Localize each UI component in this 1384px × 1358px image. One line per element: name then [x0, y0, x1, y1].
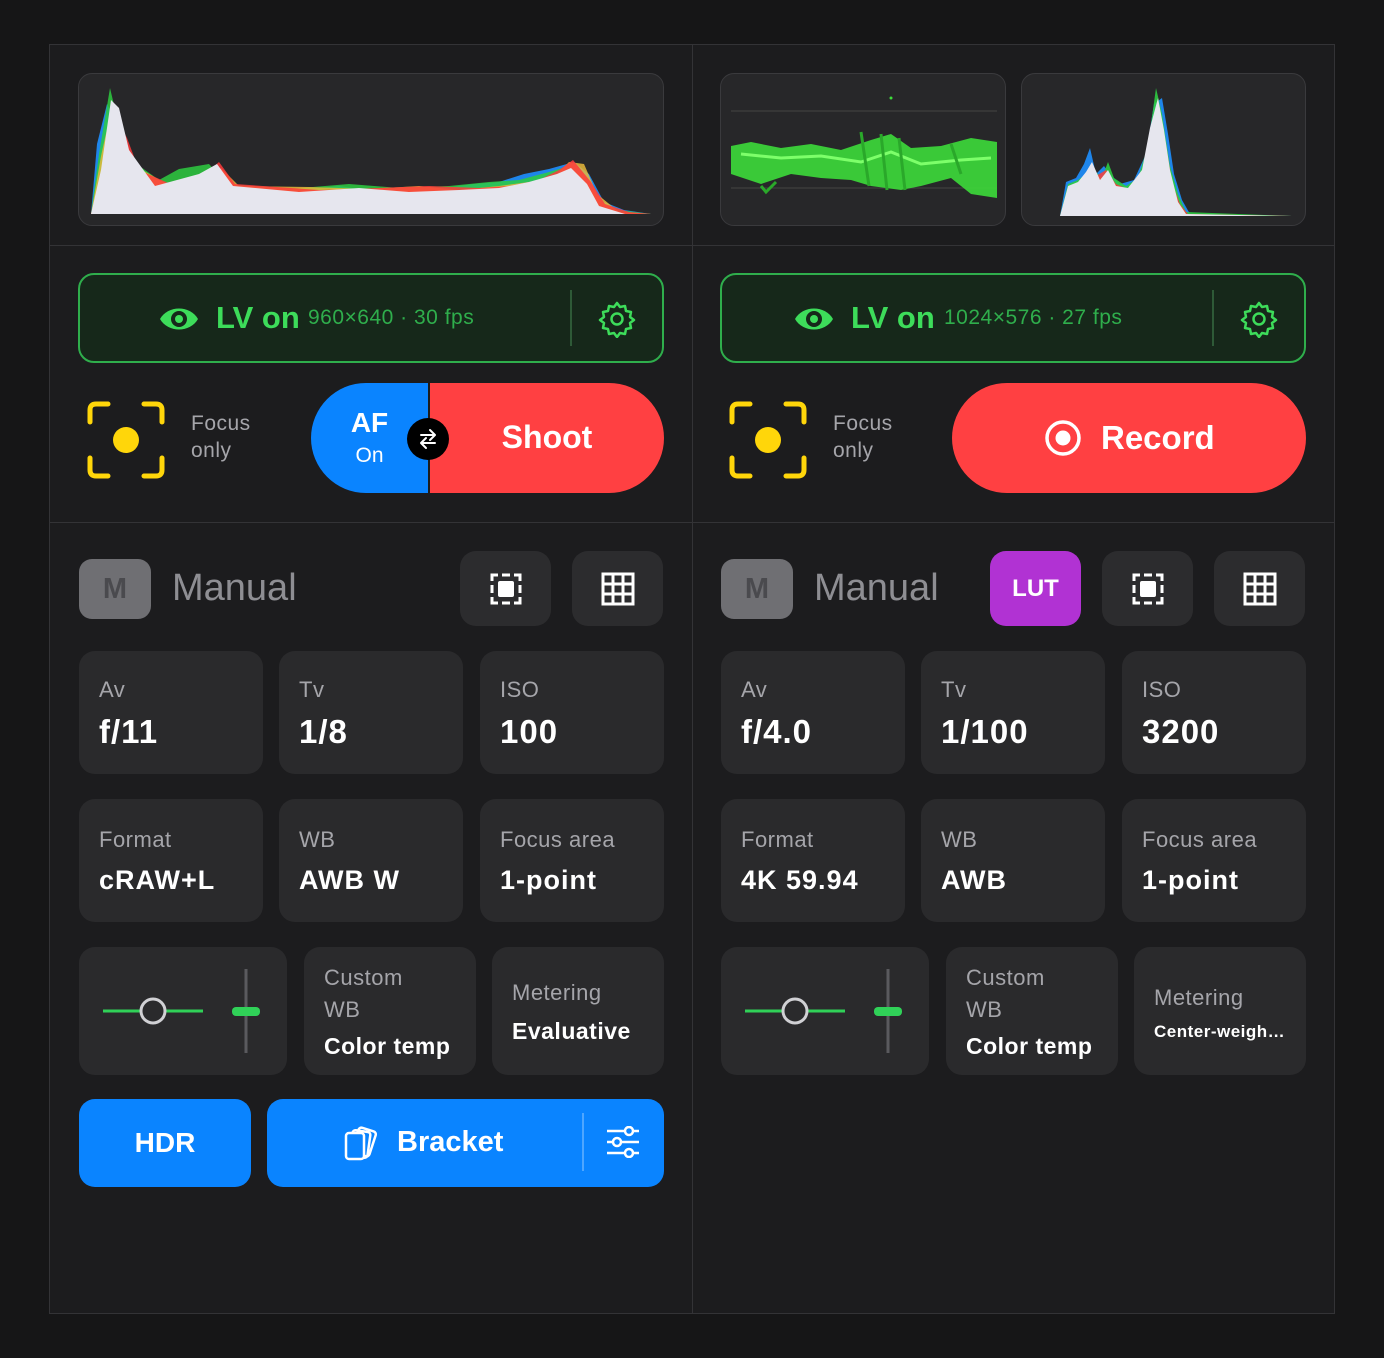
white-balance-card[interactable]: WB AWB [921, 799, 1105, 922]
iso-card[interactable]: ISO 3200 [1122, 651, 1306, 774]
shutter-card[interactable]: Tv 1/100 [921, 651, 1105, 774]
metering-card[interactable]: Metering Center-weigh… [1134, 947, 1306, 1075]
focus-frame-icon[interactable] [86, 400, 166, 480]
grid-icon [601, 572, 635, 606]
aperture-card[interactable]: Av f/11 [79, 651, 263, 774]
level-sliders-card[interactable] [721, 947, 929, 1075]
focus-only-label: Focus only [833, 412, 893, 462]
focus-box-button[interactable] [1102, 551, 1193, 626]
mode-title: Manual [172, 567, 297, 609]
lv-label: LV on [851, 300, 935, 335]
eye-icon [795, 308, 833, 330]
bracket-button[interactable]: Bracket [267, 1099, 664, 1187]
focus-only-label: Focus only [191, 412, 251, 462]
hdr-button[interactable]: HDR [79, 1099, 251, 1187]
lv-label: LV on [216, 300, 300, 335]
format-card[interactable]: Format 4K 59.94 [721, 799, 905, 922]
eye-icon [160, 308, 198, 330]
lv-separator [570, 290, 572, 346]
focus-frame-icon[interactable] [728, 400, 808, 480]
lv-separator [1212, 290, 1214, 346]
section-divider [50, 245, 1334, 246]
gear-icon[interactable] [598, 300, 636, 338]
af-state: On [355, 444, 384, 467]
waveform-monitor [720, 73, 1006, 226]
video-panel: LV on 1024×576 · 27 fps Focus only Recor… [692, 44, 1334, 1314]
white-balance-card[interactable]: WB AWB W [279, 799, 463, 922]
custom-wb-card[interactable]: Custom WB Color temp [946, 947, 1118, 1075]
record-label: Record [1101, 419, 1215, 456]
lut-button[interactable]: LUT [990, 551, 1081, 626]
adjust-sliders-icon[interactable] [605, 1126, 641, 1158]
rgb-histogram [1021, 73, 1306, 226]
sliders-icon [745, 969, 902, 1053]
record-icon [1045, 420, 1081, 456]
swap-arrows-icon [420, 429, 436, 449]
grid-icon [1243, 572, 1277, 606]
iso-card[interactable]: ISO 100 [480, 651, 664, 774]
focus-box-icon [1132, 573, 1164, 605]
focus-area-card[interactable]: Focus area 1-point [480, 799, 664, 922]
grid-button[interactable] [572, 551, 663, 626]
panel-divider [692, 44, 693, 1314]
lv-resolution: 960×640 · 30 fps [308, 306, 475, 329]
bracket-separator [582, 1113, 584, 1171]
grid-button[interactable] [1214, 551, 1305, 626]
af-label: AF [350, 407, 389, 438]
live-view-bar[interactable]: LV on 1024×576 · 27 fps [720, 273, 1306, 363]
gear-icon[interactable] [1240, 300, 1278, 338]
record-button[interactable]: Record [952, 383, 1306, 493]
focus-box-button[interactable] [460, 551, 551, 626]
shoot-button[interactable]: Shoot [430, 383, 664, 493]
custom-wb-card[interactable]: Custom WB Color temp [304, 947, 476, 1075]
format-card[interactable]: Format cRAW+L [79, 799, 263, 922]
lv-resolution: 1024×576 · 27 fps [944, 306, 1123, 329]
rgb-histogram [78, 73, 664, 226]
section-divider [50, 522, 1334, 523]
level-sliders-card[interactable] [79, 947, 287, 1075]
focus-area-card[interactable]: Focus area 1-point [1122, 799, 1306, 922]
aperture-card[interactable]: Av f/4.0 [721, 651, 905, 774]
bracket-icon [344, 1126, 377, 1161]
mode-badge[interactable]: M [79, 559, 151, 619]
metering-card[interactable]: Metering Evaluative [492, 947, 664, 1075]
photo-panel: LV on 960×640 · 30 fps Focus only AF On … [50, 44, 692, 1314]
mode-badge[interactable]: M [721, 559, 793, 619]
bracket-label: Bracket [397, 1126, 504, 1158]
mode-title: Manual [814, 567, 939, 609]
focus-box-icon [490, 573, 522, 605]
swap-mode-button[interactable] [407, 418, 449, 460]
sliders-icon [103, 969, 260, 1053]
shutter-card[interactable]: Tv 1/8 [279, 651, 463, 774]
shoot-label: Shoot [501, 419, 593, 455]
live-view-bar[interactable]: LV on 960×640 · 30 fps [78, 273, 664, 363]
